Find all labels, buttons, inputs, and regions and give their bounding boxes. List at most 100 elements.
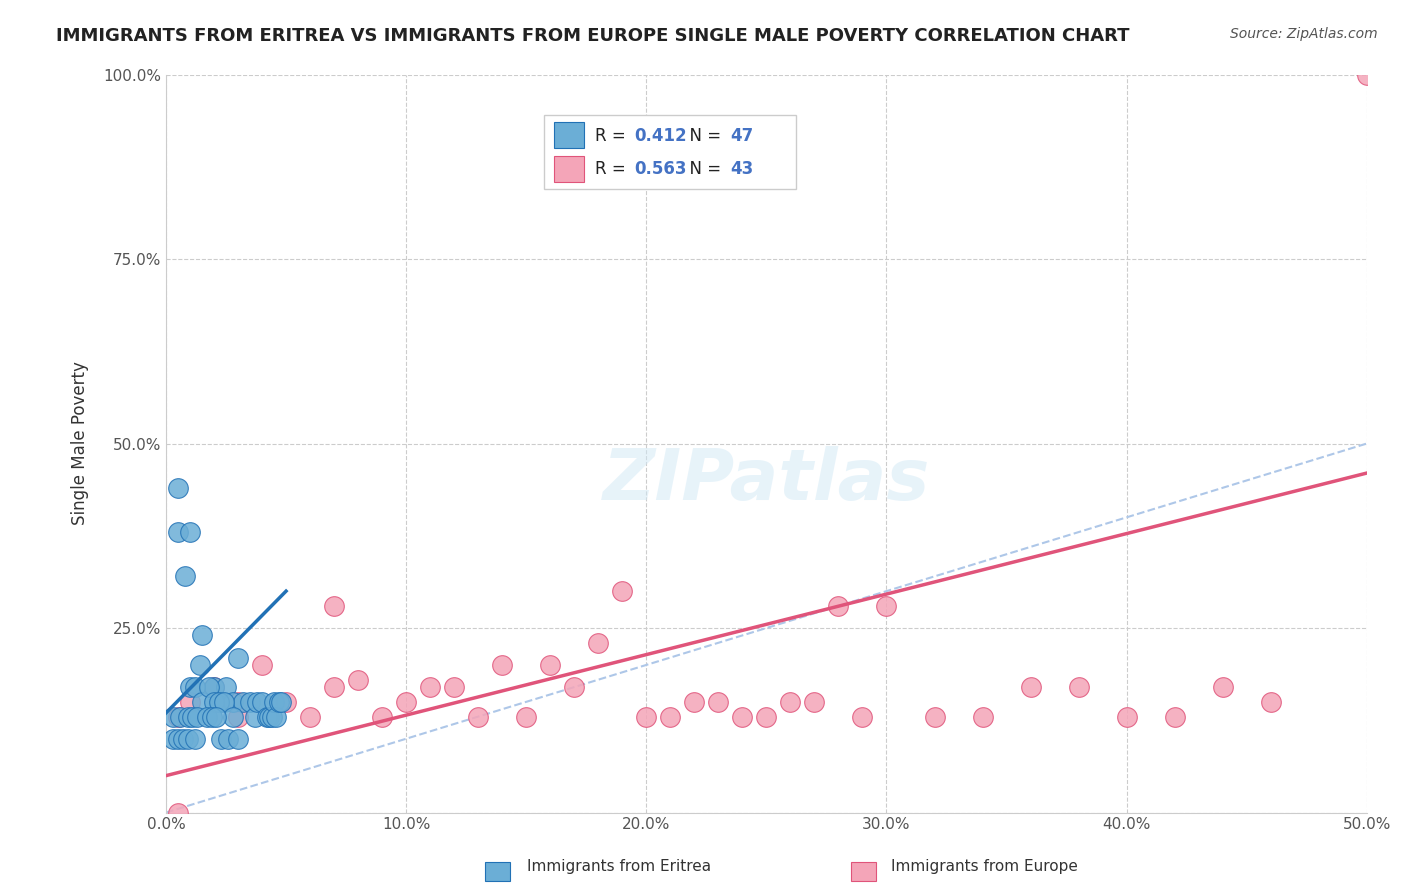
Point (179, 525, 201, 540)
Point (395, 695, 418, 709)
Point (169, 709, 191, 723)
Point (347, 673, 370, 687)
Point (443, 680, 465, 694)
Text: 0.563: 0.563 (634, 160, 686, 178)
Point (263, 695, 285, 709)
Text: Immigrants from Eritrea: Immigrants from Eritrea (527, 859, 710, 874)
Point (256, 709, 278, 723)
Point (270, 695, 292, 709)
Point (222, 709, 245, 723)
Point (1067, 680, 1090, 694)
Point (191, 628, 214, 642)
Point (202, 680, 225, 694)
Bar (554, 122, 583, 148)
Point (1163, 709, 1185, 723)
Text: IMMIGRANTS FROM ERITREA VS IMMIGRANTS FROM EUROPE SINGLE MALE POVERTY CORRELATIO: IMMIGRANTS FROM ERITREA VS IMMIGRANTS FR… (56, 27, 1130, 45)
Point (707, 695, 730, 709)
Point (198, 680, 221, 694)
Point (924, 709, 946, 723)
Point (1212, 680, 1234, 694)
Point (323, 599, 346, 613)
Point (851, 709, 873, 723)
Point (167, 525, 190, 540)
Point (205, 709, 228, 723)
Point (226, 731, 249, 746)
Point (371, 709, 394, 723)
Point (186, 709, 208, 723)
Point (274, 695, 297, 709)
Point (266, 709, 288, 723)
Point (1355, 68, 1378, 82)
Point (184, 680, 207, 694)
Point (250, 657, 273, 672)
Point (588, 636, 610, 650)
Text: R =: R = (595, 127, 631, 145)
Point (259, 709, 281, 723)
Y-axis label: Single Male Poverty: Single Male Poverty (72, 361, 89, 525)
Point (167, 481, 190, 495)
Point (174, 569, 197, 583)
Point (202, 680, 225, 694)
Point (217, 731, 239, 746)
Text: ZIPatlas: ZIPatlas (603, 446, 931, 515)
Point (162, 709, 184, 723)
Point (246, 695, 269, 709)
Point (208, 695, 231, 709)
Point (250, 695, 273, 709)
Point (184, 731, 207, 746)
Point (538, 657, 561, 672)
Point (972, 709, 994, 723)
Point (636, 709, 658, 723)
Text: N =: N = (679, 127, 725, 145)
Point (491, 657, 513, 672)
Point (515, 709, 537, 723)
Point (659, 709, 682, 723)
Point (827, 599, 849, 613)
Text: 47: 47 (730, 127, 754, 145)
Point (1019, 680, 1042, 694)
Point (188, 657, 211, 672)
Point (172, 731, 194, 746)
Point (232, 695, 254, 709)
Point (191, 695, 214, 709)
Point (208, 695, 231, 709)
Point (226, 650, 249, 665)
Point (876, 599, 898, 613)
Point (562, 680, 585, 694)
Text: Immigrants from Europe: Immigrants from Europe (891, 859, 1077, 874)
Point (179, 695, 201, 709)
Point (181, 709, 204, 723)
Point (260, 709, 283, 723)
Point (226, 695, 249, 709)
Text: R =: R = (595, 160, 631, 178)
Point (167, 709, 190, 723)
Text: Source: ZipAtlas.com: Source: ZipAtlas.com (1230, 27, 1378, 41)
Point (222, 695, 245, 709)
Point (195, 709, 218, 723)
Text: 0.412: 0.412 (634, 127, 688, 145)
Point (226, 709, 249, 723)
Point (176, 731, 198, 746)
Point (212, 695, 235, 709)
Point (419, 680, 441, 694)
Point (803, 695, 825, 709)
Point (779, 695, 801, 709)
Point (683, 695, 706, 709)
Point (755, 709, 778, 723)
Point (179, 680, 201, 694)
Point (167, 731, 190, 746)
Point (731, 709, 754, 723)
Point (299, 709, 322, 723)
Text: 43: 43 (730, 160, 754, 178)
Point (215, 680, 238, 694)
Point (162, 731, 184, 746)
Bar (554, 156, 583, 182)
Point (176, 709, 198, 723)
Point (1115, 709, 1137, 723)
Point (201, 709, 224, 723)
Point (323, 680, 346, 694)
Point (209, 731, 232, 746)
Point (612, 584, 634, 599)
Point (1260, 695, 1282, 709)
Point (243, 709, 266, 723)
